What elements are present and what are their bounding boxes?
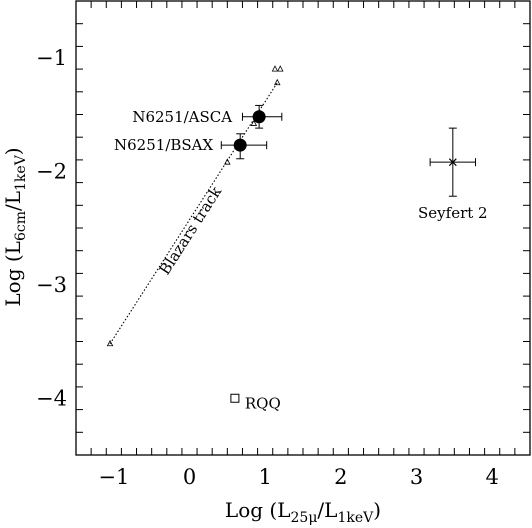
y-tick-label: −3 [36, 273, 67, 297]
y-tick-label: −4 [36, 386, 67, 410]
track-marker [274, 78, 281, 86]
x-tick-label: 2 [334, 465, 347, 489]
point-annotations: N6251/ASCA N6251/BSAX Seyfert 2 RQQ [114, 108, 488, 412]
y-tick-label: −1 [36, 46, 67, 70]
point-label: Seyfert 2 [418, 204, 488, 222]
cross-marker [448, 158, 457, 167]
data-points [220, 104, 477, 403]
axis-ticks [76, 1, 530, 455]
x-tick-label: 1 [258, 465, 271, 489]
track-marker [106, 339, 114, 347]
y-tick-label: −2 [36, 159, 67, 183]
x-axis-label: Log (L25μ/L1keV) [225, 498, 381, 526]
open-square-marker [230, 393, 240, 403]
point-label: N6251/BSAX [114, 136, 213, 154]
track-marker [250, 119, 258, 126]
plot-frame [75, 0, 531, 456]
x-tick-label: 3 [410, 465, 423, 489]
filled-circle-marker [252, 110, 266, 124]
x-tick-label: 4 [485, 465, 498, 489]
x-tick-label: −1 [98, 465, 129, 489]
x-tick-label: 0 [183, 465, 196, 489]
track-label: Blazars track [156, 183, 226, 278]
point-label: RQQ [245, 394, 281, 412]
track-marker [277, 65, 284, 72]
track-line [109, 82, 278, 345]
filled-circle-marker [233, 138, 247, 152]
point-label: N6251/ASCA [132, 108, 232, 126]
axis-tick-labels: −1 0 1 2 3 4 −1 −2 −3 −4 [36, 46, 499, 489]
track-marker [271, 65, 279, 72]
y-axis-label: Log (L6cm/L1keV) [1, 147, 29, 306]
track-marker [224, 158, 231, 165]
